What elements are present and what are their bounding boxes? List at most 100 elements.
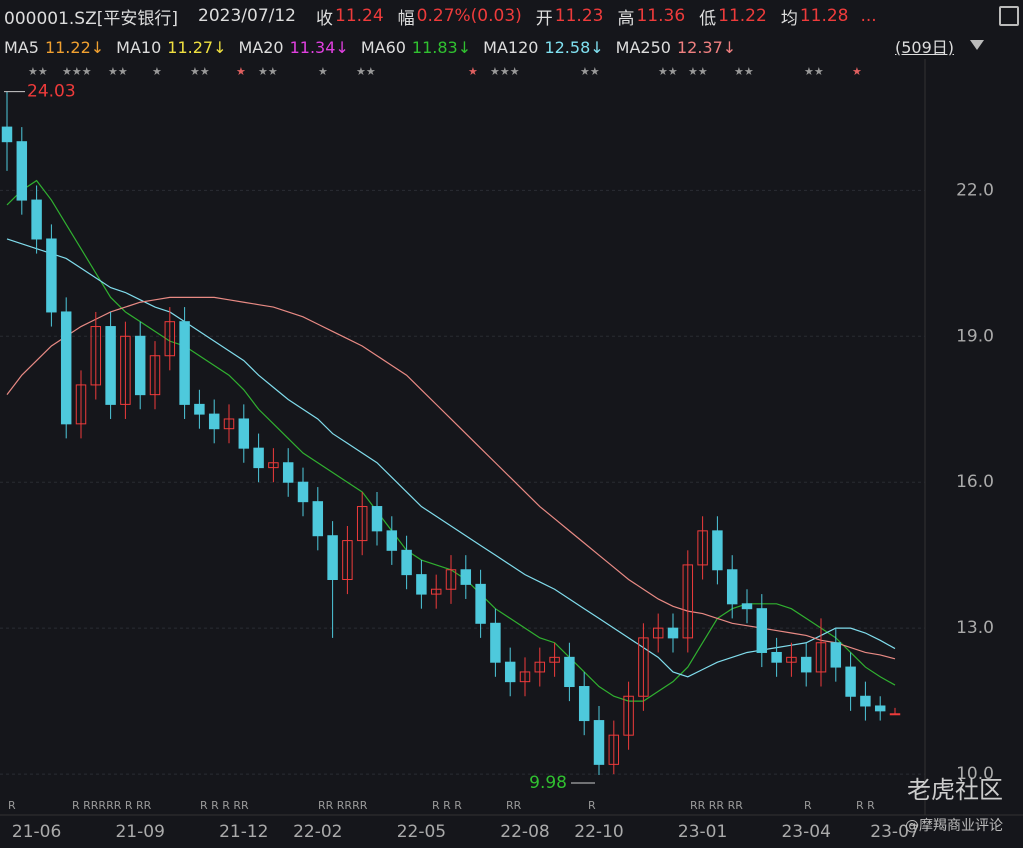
candle-body xyxy=(667,627,679,639)
candle-body xyxy=(697,530,708,566)
svg-text:★★: ★★ xyxy=(658,65,678,78)
svg-text:R R R: R R R xyxy=(432,799,462,812)
period-selector[interactable]: (509日) xyxy=(895,38,955,57)
candle-body xyxy=(134,335,146,396)
x-tick-label: 23-04 xyxy=(781,822,830,842)
candle-body xyxy=(815,642,827,673)
candle-body xyxy=(682,564,694,639)
svg-text:★: ★ xyxy=(468,65,478,78)
candle-body xyxy=(460,569,472,585)
symbol: 000001.SZ[平安银行] xyxy=(4,8,179,29)
field-value: 11.23 xyxy=(554,6,604,26)
candle-body xyxy=(1,126,13,143)
y-tick-label: 22.0 xyxy=(956,180,994,200)
candle-body xyxy=(356,506,368,542)
candle-body xyxy=(608,734,620,765)
ma-name: MA10 xyxy=(116,37,162,57)
candle-body xyxy=(490,622,501,663)
ma-name: MA60 xyxy=(360,37,406,57)
svg-text:★★: ★★ xyxy=(356,65,376,78)
x-tick-label: 21-09 xyxy=(115,822,164,842)
more: ... xyxy=(860,6,877,26)
candle-body xyxy=(149,355,161,396)
candle-body xyxy=(860,695,871,707)
candle-body xyxy=(297,481,309,503)
annotation: 24.03 xyxy=(27,82,76,102)
date: 2023/07/12 xyxy=(198,6,296,26)
svg-text:★: ★ xyxy=(236,65,246,78)
candle-body xyxy=(519,671,531,683)
candle-body xyxy=(120,335,131,405)
annotation: 9.98 xyxy=(529,773,567,793)
svg-text:★★: ★★ xyxy=(108,65,128,78)
x-tick-label: 22-10 xyxy=(574,822,623,842)
field-value: 11.36 xyxy=(636,6,686,26)
y-tick-label: 13.0 xyxy=(956,618,994,638)
candle-body xyxy=(771,651,782,663)
candle-body xyxy=(445,569,457,590)
watermark-author: @摩羯商业评论 xyxy=(905,818,1003,834)
svg-text:R: R xyxy=(8,799,16,812)
svg-text:RR: RR xyxy=(506,799,522,812)
svg-text:★★: ★★ xyxy=(580,65,600,78)
svg-text:R: R xyxy=(588,799,596,812)
y-tick-label: 10.0 xyxy=(956,764,994,784)
candle-body xyxy=(386,530,398,551)
candle-body xyxy=(430,588,442,595)
ma-name: MA120 xyxy=(483,37,539,57)
candle-body xyxy=(60,311,72,425)
ma-value: 12.37↓ xyxy=(676,37,737,57)
candle-body xyxy=(652,627,664,639)
candle-body xyxy=(741,603,753,610)
dropdown-arrow[interactable] xyxy=(970,40,984,50)
svg-text:RR RRRR: RR RRRR xyxy=(318,799,368,812)
x-tick-label: 22-08 xyxy=(500,822,549,842)
field-value: 11.28 xyxy=(799,6,849,26)
candle-body xyxy=(253,447,264,469)
candle-body xyxy=(623,695,634,736)
quote-header: 000001.SZ[平安银行] 2023/07/12 收 11.24 幅 0.27%(… xyxy=(4,3,877,29)
candle-body xyxy=(46,238,57,313)
candle-body xyxy=(342,540,353,581)
svg-text:★★: ★★ xyxy=(804,65,824,78)
x-tick-label: 22-02 xyxy=(293,822,342,842)
candle-body xyxy=(16,141,28,201)
candle-body xyxy=(578,686,590,722)
x-tick-label: 21-06 xyxy=(12,822,61,842)
ma-value: 11.83↓ xyxy=(411,37,472,57)
candle-body xyxy=(164,321,176,357)
svg-text:R RRRRR R RR: R RRRRR R RR xyxy=(72,799,152,812)
field-label: 均 xyxy=(780,8,798,29)
field-label: 开 xyxy=(535,8,553,29)
event-stars: ★★ ★★★ ★★ ★ ★★ ★ ★★ ★ ★★ ★ ★★★ ★★ ★★ ★★ ★★ ★★ ★ xyxy=(28,65,862,78)
candle-body xyxy=(504,661,516,683)
candle-body xyxy=(593,720,605,765)
ma-name: MA5 xyxy=(4,37,39,57)
candle-body xyxy=(223,418,235,430)
svg-text:RR RR RR: RR RR RR xyxy=(690,799,743,812)
ma-value: 11.34↓ xyxy=(289,37,349,57)
field-value: 11.22 xyxy=(718,6,767,26)
candle-body xyxy=(208,413,220,430)
layout-icon[interactable] xyxy=(999,6,1019,26)
candle-body xyxy=(712,530,723,571)
ma-value: 12.58↓ xyxy=(544,37,604,57)
candle-body xyxy=(889,713,901,716)
candle-body xyxy=(238,418,250,449)
candle-body xyxy=(830,642,842,668)
svg-text:★: ★ xyxy=(152,65,162,78)
candle-body xyxy=(179,321,190,405)
svg-text:★★: ★★ xyxy=(688,65,708,78)
ma-name: MA250 xyxy=(615,37,671,57)
svg-text:★★: ★★ xyxy=(258,65,278,78)
svg-text:★: ★ xyxy=(852,65,862,78)
field-value: 11.24 xyxy=(335,6,384,26)
svg-text:★★: ★★ xyxy=(190,65,210,78)
candle-body xyxy=(726,569,738,605)
watermark-brand: 老虎社区 xyxy=(907,776,1003,804)
field-value: 0.27%(0.03) xyxy=(416,6,522,26)
svg-text:★: ★ xyxy=(318,65,328,78)
candle-body xyxy=(416,574,427,595)
